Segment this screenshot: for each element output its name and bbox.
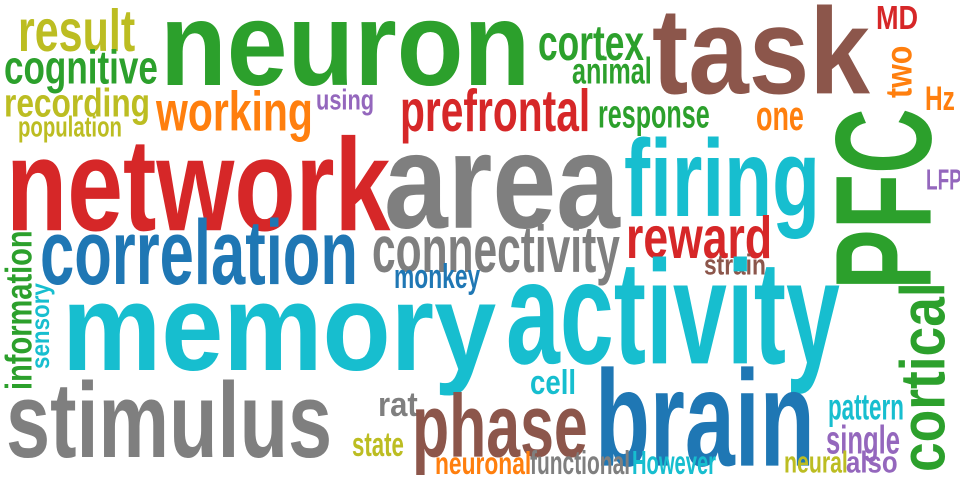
word-cell: cell bbox=[530, 363, 577, 402]
word-population: population bbox=[18, 111, 122, 144]
word-stimulus: stimulus bbox=[6, 361, 333, 480]
word-animal: animal bbox=[572, 50, 652, 92]
word-single: single bbox=[826, 418, 901, 463]
word-lfp: LFP bbox=[926, 164, 960, 197]
word-state: state bbox=[352, 425, 404, 464]
word-one: one bbox=[756, 91, 804, 139]
word-correlation: correlation bbox=[40, 200, 358, 304]
word-pattern: pattern bbox=[828, 386, 904, 428]
word-however: However bbox=[632, 444, 717, 480]
word-network: network bbox=[6, 111, 391, 259]
word-hz: Hz bbox=[925, 79, 955, 118]
word-sensory: sensory bbox=[24, 283, 55, 369]
word-brain: brain bbox=[595, 341, 815, 480]
word-cortex: cortex bbox=[538, 15, 645, 71]
word-connectivity: connectivity bbox=[372, 212, 620, 287]
word-cortical: cortical bbox=[888, 282, 959, 472]
word-neural: neural bbox=[784, 446, 848, 480]
word-md: MD bbox=[876, 0, 919, 37]
word-response: response bbox=[598, 92, 710, 137]
word-cognitive: cognitive bbox=[4, 41, 158, 95]
word-rat: rat bbox=[378, 385, 418, 424]
word-activity: activity bbox=[506, 231, 840, 396]
word-neuron: neuron bbox=[160, 0, 531, 111]
word-neuronal: neuronal bbox=[435, 445, 532, 480]
word-task: task bbox=[652, 0, 870, 120]
word-firing: firing bbox=[624, 117, 820, 240]
word-functional: functional bbox=[530, 444, 631, 480]
word-result: result bbox=[18, 0, 136, 64]
word-reward: reward bbox=[626, 203, 773, 271]
word-monkey: monkey bbox=[394, 257, 481, 296]
word-area: area bbox=[384, 104, 620, 257]
word-recording: recording bbox=[4, 81, 151, 126]
word-memory: memory bbox=[62, 259, 497, 398]
word-also: also bbox=[846, 446, 898, 480]
word-phase: phase bbox=[412, 375, 588, 476]
word-prefrontal: prefrontal bbox=[400, 76, 591, 144]
word-two: two bbox=[878, 45, 920, 98]
word-working: working bbox=[156, 80, 313, 143]
word-using: using bbox=[316, 84, 375, 117]
word-strain: strain bbox=[704, 249, 766, 282]
